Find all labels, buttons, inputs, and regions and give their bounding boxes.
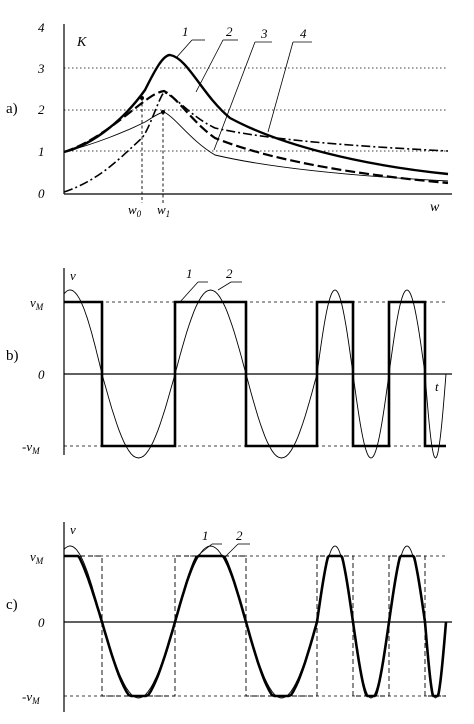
a-y-axis-label: K [76, 35, 87, 50]
c-ytick-0: 0 [38, 615, 45, 630]
leader-3 [213, 41, 256, 151]
panel-c: c) v vM 0 -vM 1 2 [6, 522, 452, 712]
curve-2-thick-solid [63, 53, 449, 176]
curve-label-4: 4 [300, 26, 307, 41]
c-y-axis-label: v [70, 522, 76, 537]
b-ytick-minus-vm: -vM [22, 439, 40, 456]
curve-1-thin-solid [63, 111, 449, 182]
c-ytick-vm: vM [30, 549, 44, 566]
leader-4 [267, 41, 294, 133]
curve-3-dashed [63, 89, 449, 185]
panel-a: a) 4 3 2 1 0 K w w0 w1 1 [6, 20, 452, 219]
a-x-axis-label: w [430, 200, 440, 215]
w0-label: w0 [128, 202, 142, 219]
curve-label-1: 1 [182, 24, 189, 39]
b-x-axis-label: t [435, 379, 439, 394]
c-leader-2 [225, 543, 239, 557]
a-ytick-1: 1 [38, 144, 45, 159]
b-y-axis-label: v [70, 268, 76, 283]
a-ytick-3: 3 [37, 61, 45, 76]
a-ytick-0: 0 [38, 186, 45, 201]
c-curve-label-1: 1 [202, 528, 209, 543]
c-clipped-sinusoid [64, 554, 448, 698]
curve-label-3: 3 [260, 26, 268, 41]
b-sinusoid [63, 289, 447, 459]
panel-c-label: c) [6, 597, 18, 613]
b-leader-1 [179, 281, 199, 303]
c-leader-1 [195, 543, 213, 558]
leader-2 [195, 39, 224, 93]
c-ytick-minus-vm: -vM [22, 689, 40, 706]
w1-label: w1 [157, 202, 170, 219]
panel-b: b) v t vM 0 -vM 1 2 [6, 266, 452, 459]
c-curve-label-2: 2 [236, 528, 243, 543]
curve-label-2: 2 [226, 24, 233, 39]
b-curve-label-1: 1 [186, 266, 193, 281]
panel-b-label: b) [6, 348, 19, 364]
b-curve-label-2: 2 [226, 266, 233, 281]
leader-1 [175, 39, 193, 59]
a-ytick-2: 2 [38, 102, 45, 117]
b-ytick-0: 0 [38, 367, 45, 382]
b-ytick-vm: vM [30, 295, 44, 312]
a-ytick-4: 4 [38, 20, 45, 35]
b-leader-2 [217, 281, 232, 291]
panel-a-label: a) [6, 101, 18, 117]
